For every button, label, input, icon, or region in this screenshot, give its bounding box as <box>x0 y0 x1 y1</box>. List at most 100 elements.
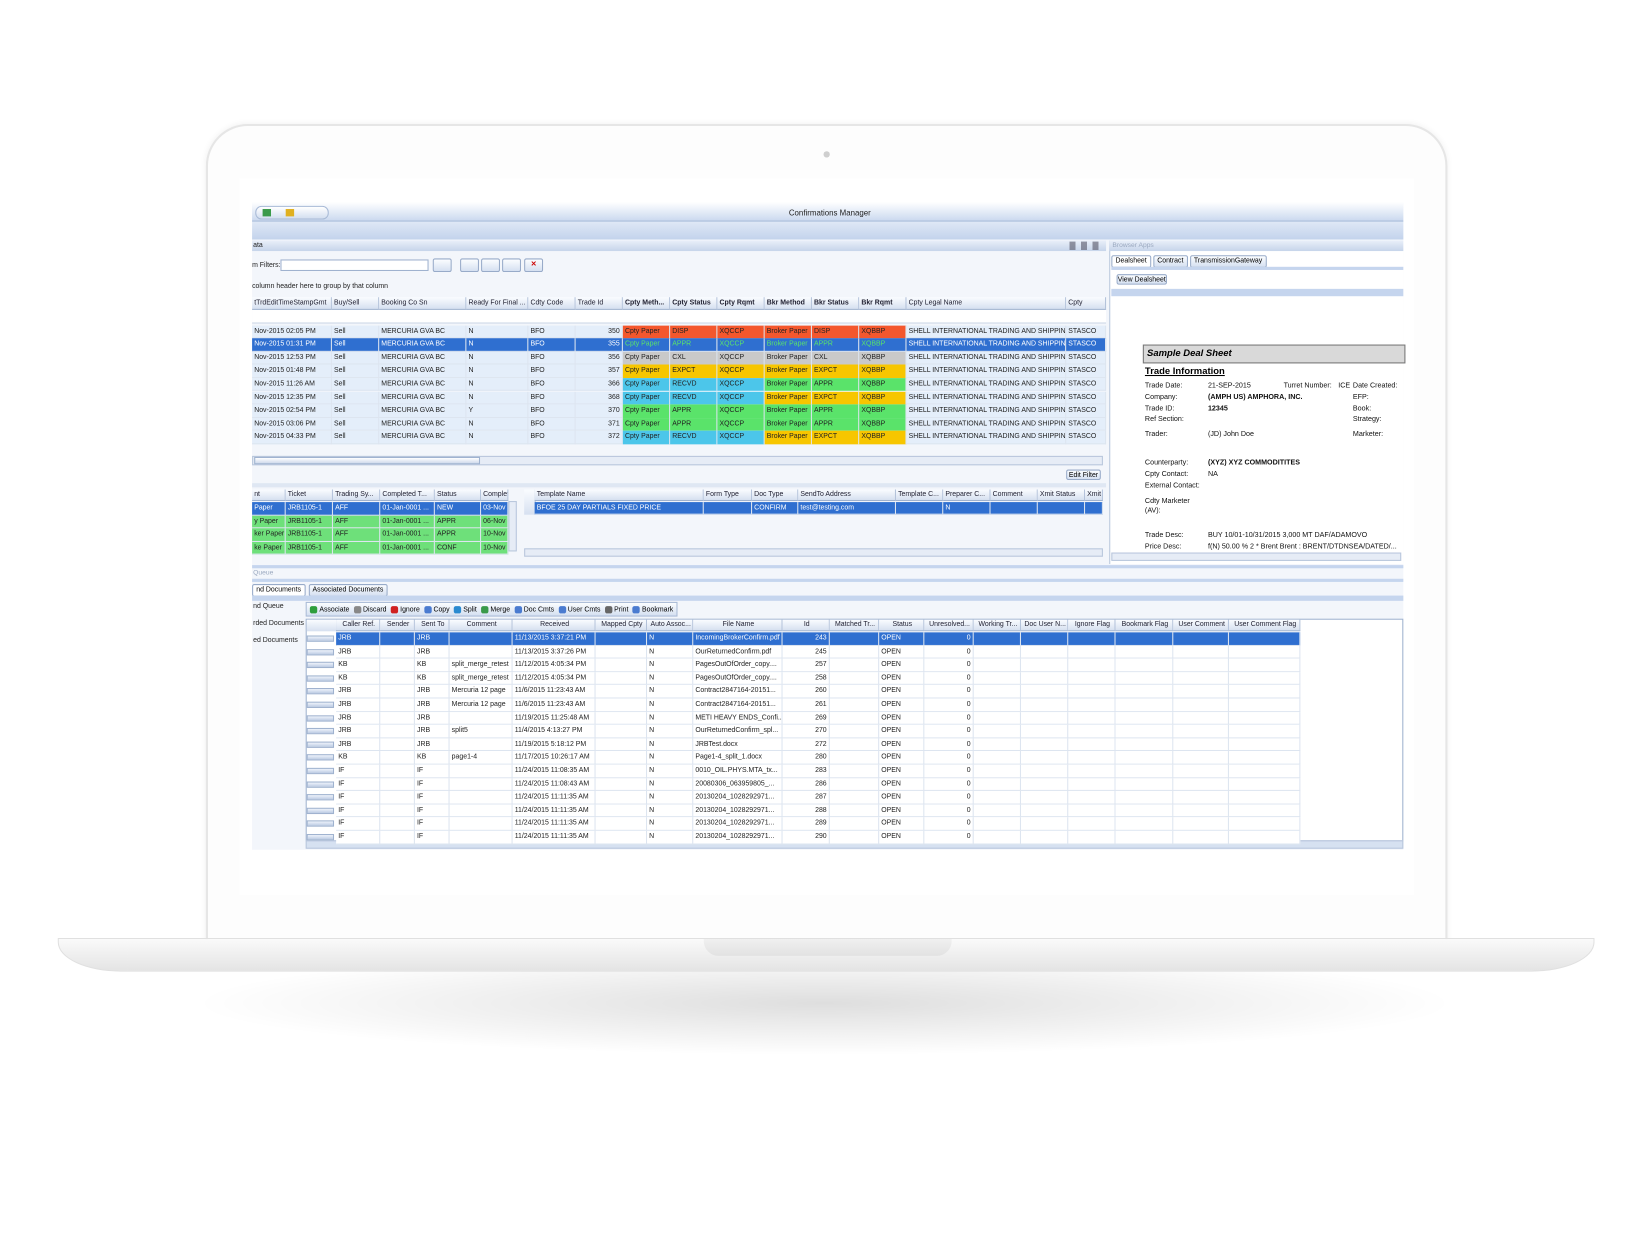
table-row[interactable] <box>252 541 509 555</box>
column-header[interactable]: Cpty <box>1066 297 1107 310</box>
column-header[interactable]: Unresolved... <box>924 619 974 632</box>
column-header[interactable]: Bkr Status <box>811 297 860 310</box>
column-header[interactable]: Sent To <box>414 619 450 632</box>
toolbar-button[interactable]: Split <box>453 604 478 615</box>
column-header[interactable]: SendTo Address <box>798 489 896 502</box>
toolbar-icon[interactable] <box>285 209 295 217</box>
column-header[interactable]: Template C... <box>895 489 944 502</box>
row-selector[interactable] <box>306 701 335 708</box>
column-header[interactable]: User Comment <box>1173 619 1229 632</box>
toolbar-button[interactable]: Copy <box>423 604 451 615</box>
toolbar-button[interactable]: User Cmts <box>557 604 601 615</box>
row-selector[interactable] <box>306 754 335 761</box>
filter-button[interactable] <box>502 258 521 273</box>
table-row[interactable] <box>336 791 1301 805</box>
row-selector[interactable] <box>306 794 335 801</box>
row-selector[interactable] <box>524 489 536 515</box>
table-row[interactable] <box>336 711 1301 725</box>
row-selector[interactable] <box>306 820 335 828</box>
table-row[interactable] <box>336 632 1301 646</box>
ticket-vscroll[interactable] <box>508 501 517 552</box>
table-row[interactable] <box>336 698 1301 712</box>
filter-button[interactable] <box>432 258 452 273</box>
column-header[interactable]: Trading Sy... <box>332 489 381 502</box>
column-header[interactable]: Status <box>434 489 482 502</box>
table-row[interactable] <box>336 764 1301 778</box>
row-selector[interactable] <box>306 781 335 788</box>
column-header[interactable]: Preparer C... <box>943 489 991 502</box>
row-selector[interactable] <box>306 648 335 656</box>
column-header[interactable]: Form Type <box>703 489 753 502</box>
row-selector[interactable] <box>306 728 335 735</box>
row-selector[interactable] <box>306 767 335 775</box>
sidebar-item[interactable]: ed Documents <box>253 636 298 644</box>
row-selector[interactable] <box>306 807 335 814</box>
column-header[interactable]: Ready For Final ... <box>466 297 529 310</box>
column-header[interactable]: Status <box>879 619 925 632</box>
column-header[interactable]: Xmit Status <box>1037 489 1086 502</box>
sidebar-item[interactable]: rded Documents <box>253 619 304 628</box>
column-header[interactable]: Caller Ref. <box>336 619 381 632</box>
edit-filter-button[interactable]: Edit Filter <box>1066 469 1101 481</box>
column-header[interactable]: nt <box>252 489 286 502</box>
row-selector[interactable] <box>306 688 335 695</box>
template-hscroll[interactable] <box>524 548 1103 557</box>
column-header[interactable]: Mapped Cpty <box>595 619 648 632</box>
column-header[interactable]: Bkr Rqmt <box>859 297 907 310</box>
column-header[interactable]: Comment <box>449 619 513 632</box>
row-selector[interactable] <box>306 675 335 682</box>
table-row[interactable] <box>336 645 1301 659</box>
column-header[interactable]: File Name <box>693 619 783 632</box>
toolbar-button[interactable]: Merge <box>480 604 511 615</box>
panel-tab[interactable]: ata <box>253 241 263 249</box>
column-header[interactable]: Cpty Rqmt <box>717 297 765 310</box>
toolbar-button[interactable]: Doc Cmts <box>513 604 555 615</box>
row-selector[interactable] <box>306 741 335 748</box>
table-row[interactable] <box>534 502 1103 515</box>
toolbar-button[interactable]: Ignore <box>390 604 421 615</box>
column-header[interactable]: Completed T... <box>380 489 435 502</box>
scroll-thumb[interactable] <box>254 456 481 465</box>
column-header[interactable]: Template Name <box>534 489 704 502</box>
column-header[interactable]: Working Tr... <box>973 619 1021 632</box>
column-header[interactable]: Bookmark Flag <box>1115 619 1174 632</box>
column-header[interactable]: Ticket <box>285 489 333 502</box>
table-row[interactable] <box>252 515 509 529</box>
filter-button[interactable] <box>481 258 500 273</box>
column-header[interactable]: User Comment Flag <box>1228 619 1301 632</box>
table-row[interactable] <box>336 830 1301 845</box>
column-header[interactable]: Received <box>512 619 596 632</box>
dealsheet-hscroll[interactable] <box>1111 552 1402 561</box>
column-header[interactable]: Cpty Status <box>670 297 718 310</box>
filter-combo[interactable] <box>280 259 429 272</box>
toolbar-button[interactable]: Associate <box>309 604 351 615</box>
column-header[interactable]: Cdty Code <box>528 297 576 310</box>
column-header[interactable]: Buy/Sell <box>331 297 380 310</box>
h-scrollbar[interactable] <box>252 455 1103 466</box>
sidebar-item[interactable]: nd Queue <box>253 602 284 611</box>
column-header[interactable]: Comment <box>990 489 1038 502</box>
column-header[interactable]: tTrdEditTimeStampGmt <box>252 297 332 310</box>
table-row[interactable] <box>252 528 509 542</box>
table-row[interactable] <box>252 502 509 516</box>
row-selector[interactable] <box>306 834 335 841</box>
column-header[interactable]: Doc User N... <box>1020 619 1069 632</box>
table-row[interactable] <box>336 658 1301 673</box>
table-row[interactable] <box>336 777 1301 792</box>
table-row[interactable] <box>336 672 1301 686</box>
column-header[interactable]: Completed <box>481 489 509 502</box>
column-header[interactable]: Auto Assoc... <box>647 619 694 632</box>
column-header[interactable]: Matched Tr... <box>829 619 880 632</box>
column-header[interactable]: Xmit <box>1085 489 1103 502</box>
column-header[interactable]: Booking Co Sn <box>379 297 467 310</box>
table-row[interactable] <box>336 738 1301 752</box>
column-header[interactable]: Trade Id <box>575 297 623 310</box>
toolbar-button[interactable]: Discard <box>353 604 388 615</box>
column-header[interactable]: Sender <box>380 619 415 632</box>
view-dealsheet-button[interactable]: View Dealsheet <box>1116 274 1167 285</box>
column-header[interactable]: Bkr Method <box>764 297 812 310</box>
column-header[interactable]: Cpty Legal Name <box>906 297 1067 310</box>
row-selector[interactable] <box>306 714 335 722</box>
table-row[interactable] <box>336 804 1301 818</box>
table-row[interactable] <box>336 817 1301 831</box>
